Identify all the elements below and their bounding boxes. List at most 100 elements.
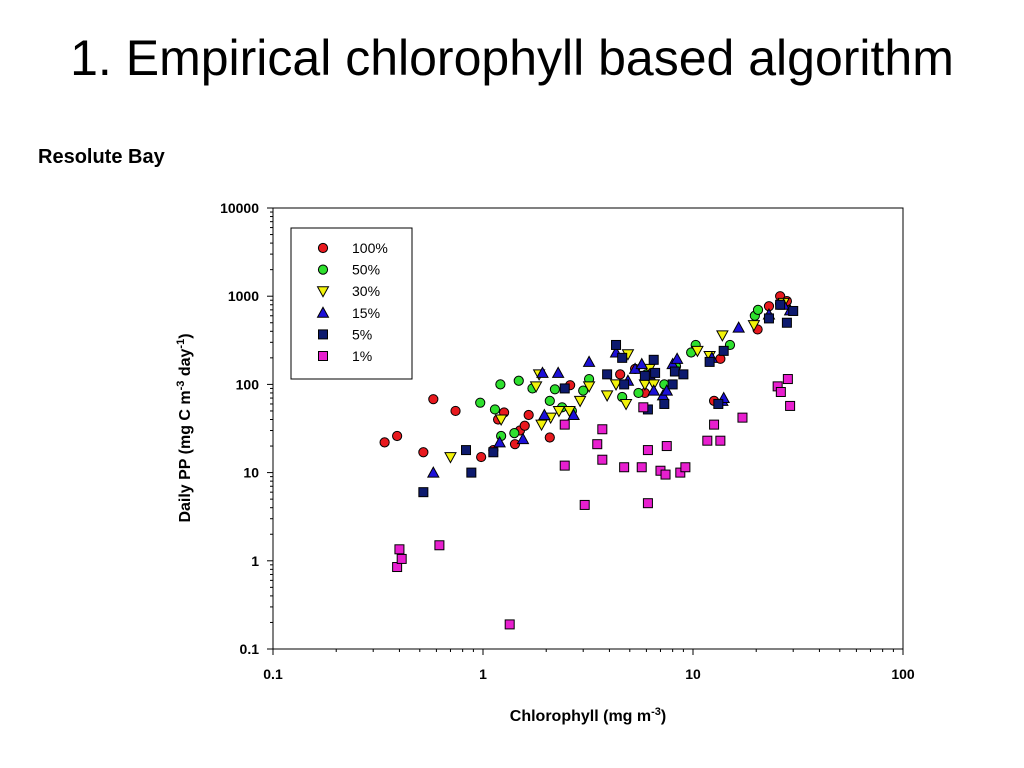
data-point <box>509 428 520 439</box>
data-point <box>670 352 684 364</box>
y-tick-label: 1 <box>251 553 259 569</box>
data-point <box>747 320 761 332</box>
data-point <box>737 412 748 423</box>
data-point <box>466 467 477 478</box>
data-point <box>788 305 799 316</box>
data-point <box>633 387 644 399</box>
x-axis: 0.1 1 10 100 <box>263 649 915 682</box>
legend-marker <box>317 264 329 275</box>
data-point <box>529 381 543 393</box>
data-point <box>418 487 429 498</box>
data-point <box>638 402 649 413</box>
data-point <box>617 352 628 363</box>
y-tick-label: 10 <box>243 465 259 481</box>
data-point <box>715 435 726 446</box>
legend: 100% 50% 30% 15% 5% 1% <box>290 227 413 380</box>
data-point <box>493 435 506 448</box>
data-point <box>592 439 603 450</box>
data-point <box>394 544 405 555</box>
data-point <box>661 441 672 452</box>
data-point <box>639 370 650 381</box>
data-point <box>476 451 487 463</box>
data-point <box>582 355 596 367</box>
legend-label: 1% <box>352 348 372 364</box>
data-point <box>647 384 661 396</box>
data-point <box>513 375 524 386</box>
data-point <box>691 345 704 358</box>
y-axis-title: Daily PP (mg C m-3 day-1) <box>175 333 194 522</box>
data-point <box>392 430 403 442</box>
data-point <box>396 553 407 564</box>
legend-label: 15% <box>352 305 380 321</box>
legend-label: 100% <box>352 240 388 256</box>
data-point <box>763 313 774 324</box>
data-point <box>619 379 630 390</box>
data-point <box>450 405 461 417</box>
data-point <box>775 299 786 310</box>
data-point <box>573 395 587 408</box>
data-point <box>602 369 613 380</box>
data-point <box>615 369 626 380</box>
x-tick-label: 100 <box>891 666 915 682</box>
plot-frame <box>272 207 904 650</box>
legend-marker <box>317 242 329 254</box>
data-point <box>559 419 570 430</box>
data-point <box>636 462 647 473</box>
data-point <box>642 445 653 456</box>
data-point <box>428 394 439 405</box>
data-point <box>559 460 570 471</box>
data-point <box>494 414 508 427</box>
series-5 <box>392 374 796 630</box>
data-point <box>609 379 623 391</box>
data-point <box>732 321 746 333</box>
slide-title: 1. Empirical chlorophyll based algorithm <box>70 30 954 86</box>
legend-marker <box>316 306 330 318</box>
legend-marker <box>318 329 328 340</box>
data-point <box>509 439 521 450</box>
data-point <box>752 304 764 315</box>
chart-subtitle: Resolute Bay <box>38 146 165 168</box>
legend-label: 50% <box>352 262 380 278</box>
data-point <box>461 445 472 456</box>
data-point <box>680 462 691 473</box>
data-point <box>535 419 548 432</box>
y-tick-label: 1000 <box>228 288 259 304</box>
data-point <box>549 384 561 395</box>
data-point <box>552 405 566 418</box>
y-tick-label: 10000 <box>220 200 259 216</box>
data-point <box>379 437 390 448</box>
data-point <box>716 330 729 342</box>
data-point <box>544 395 555 407</box>
legend-label: 30% <box>352 283 380 299</box>
data-point <box>600 390 614 402</box>
data-point <box>597 454 608 465</box>
data-point <box>578 385 589 396</box>
data-point <box>704 356 715 367</box>
data-point <box>648 354 659 365</box>
data-point <box>718 345 729 356</box>
data-point <box>551 366 565 378</box>
x-tick-label: 0.1 <box>263 666 283 682</box>
data-point <box>782 374 793 385</box>
data-point <box>785 400 796 411</box>
data-point <box>635 357 649 370</box>
y-tick-label: 100 <box>236 376 260 392</box>
data-point <box>418 447 429 458</box>
data-point <box>434 540 445 551</box>
data-point <box>538 408 551 420</box>
data-point <box>488 447 499 458</box>
x-axis-title: Chlorophyll (mg m-3) <box>510 706 666 725</box>
y-tick-label: 0.1 <box>240 641 260 657</box>
data-point <box>660 384 674 396</box>
series-3 <box>426 298 797 478</box>
data-point <box>516 432 530 445</box>
data-point <box>523 409 534 421</box>
data-point <box>678 369 689 380</box>
x-tick-label: 10 <box>685 666 701 682</box>
series-4 <box>418 299 799 498</box>
data-point <box>713 398 724 409</box>
data-point <box>579 499 590 510</box>
data-point <box>519 420 530 431</box>
y-axis: 0.1 1 10 100 1000 10000 <box>220 200 273 657</box>
